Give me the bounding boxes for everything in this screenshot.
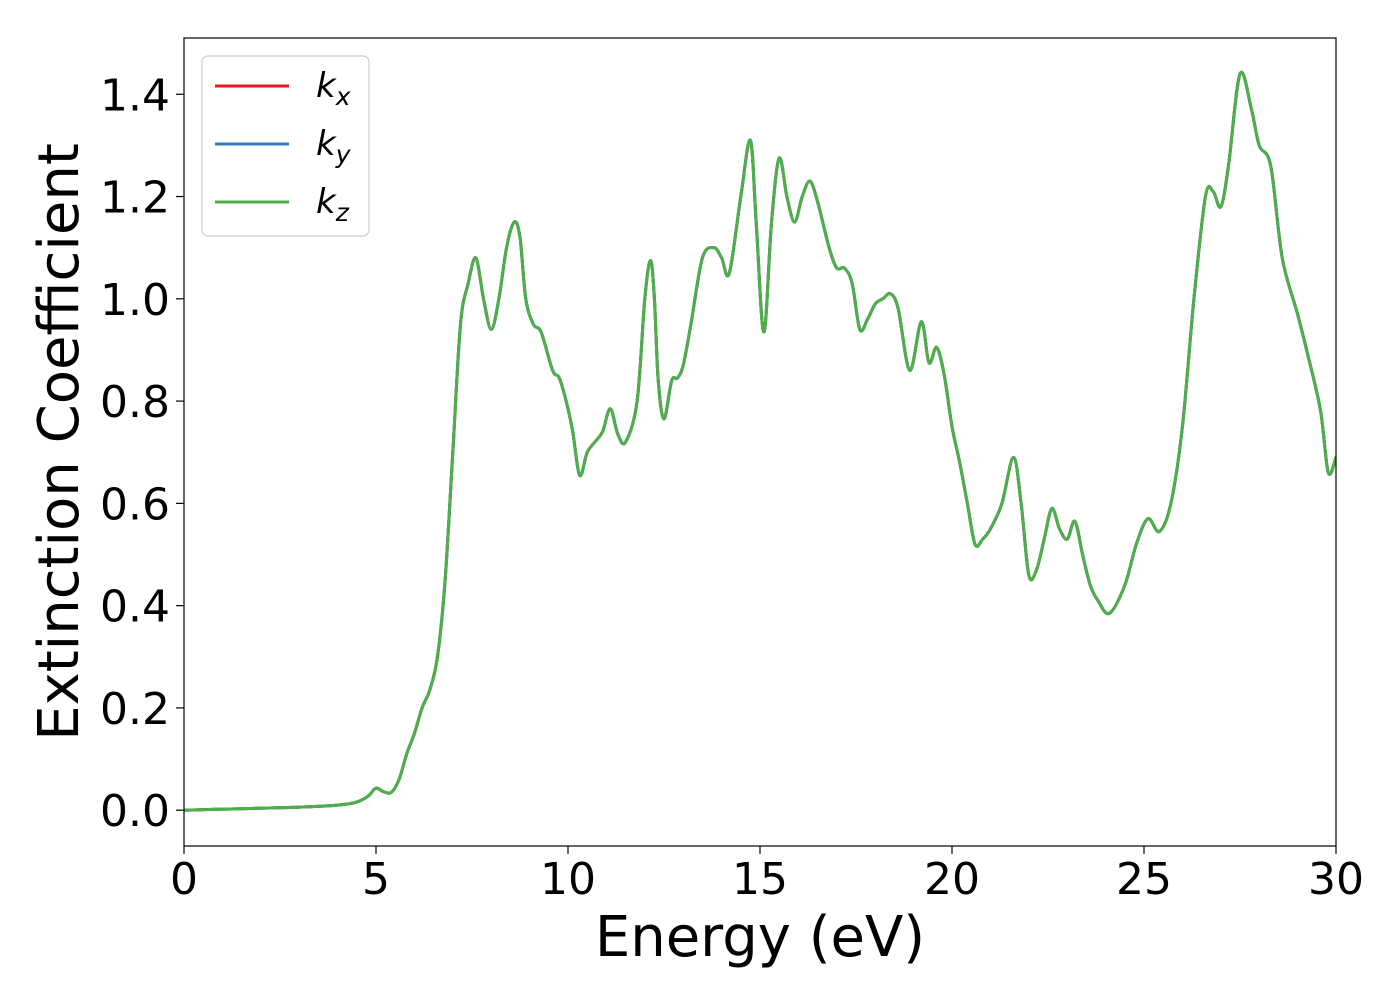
legend-label-base: k — [316, 66, 337, 106]
legend-box — [201, 55, 370, 237]
x-axis: 0 5 10 15 20 25 30 — [170, 846, 1364, 905]
y-tick-label: 0.6 — [100, 479, 170, 530]
legend-label-kz: kz — [316, 182, 350, 227]
y-tick-label: 1.4 — [100, 70, 170, 121]
x-tick-label: 5 — [362, 854, 390, 905]
x-tick-label: 25 — [1116, 854, 1172, 905]
legend-label-base: k — [316, 182, 337, 222]
legend-label-ky: ky — [316, 124, 352, 169]
series-line-kz — [184, 70, 1336, 812]
y-tick-label: 0.8 — [100, 377, 170, 428]
y-tick-label: 0.0 — [100, 786, 170, 837]
x-axis-title: Energy (eV) — [595, 905, 925, 970]
x-tick-label: 0 — [170, 854, 198, 905]
y-axis-title: Extinction Coefficient — [27, 143, 92, 741]
y-tick-label: 0.4 — [100, 582, 170, 633]
legend-label-subscript: z — [335, 198, 350, 227]
x-tick-label: 30 — [1308, 854, 1364, 905]
y-tick-label: 1.0 — [100, 275, 170, 326]
x-tick-label: 15 — [732, 854, 788, 905]
x-tick-label: 20 — [924, 854, 980, 905]
legend-label-subscript: y — [335, 140, 352, 169]
y-tick-label: 1.2 — [100, 173, 170, 224]
legend-label-subscript: x — [335, 82, 351, 111]
y-axis: 0.0 0.2 0.4 0.6 0.8 1.0 1.2 1.4 — [100, 70, 184, 837]
legend-label-kx: kx — [316, 66, 351, 111]
y-tick-label: 0.2 — [100, 684, 170, 735]
x-tick-label: 10 — [540, 854, 596, 905]
series-layer — [184, 70, 1336, 812]
legend-label-base: k — [316, 124, 337, 164]
